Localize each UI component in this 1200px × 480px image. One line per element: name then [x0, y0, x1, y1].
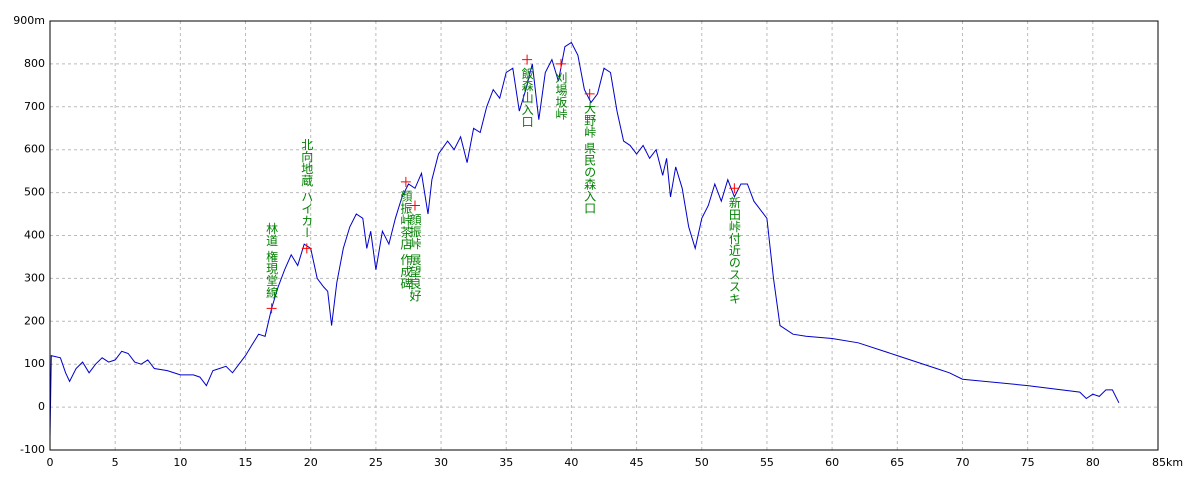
x-tick-label: 30 — [434, 456, 448, 469]
annotation-label: 顔振峠 展望良好 — [408, 212, 422, 302]
y-tick-label: 900m — [13, 14, 45, 27]
x-tick-label: 55 — [760, 456, 774, 469]
y-tick-label: 700 — [24, 100, 45, 113]
y-tick-label: 300 — [24, 271, 45, 284]
x-tick-label: 45 — [630, 456, 644, 469]
y-tick-label: 0 — [38, 400, 45, 413]
annotation-marker — [409, 200, 420, 211]
x-tick-label: 70 — [955, 456, 969, 469]
annotation-label: 飯森山入口 — [520, 66, 534, 127]
annotation-label: 北向地蔵 ハイカー — [300, 138, 314, 238]
y-tick-label: 200 — [24, 314, 45, 327]
y-tick-label: -100 — [20, 443, 45, 456]
annotation-marker — [555, 58, 566, 69]
annotation-marker — [729, 183, 740, 194]
y-tick-label: 100 — [24, 357, 45, 370]
annotation-marker — [522, 54, 533, 65]
y-tick-label: 400 — [24, 229, 45, 242]
annotation-label: 新田峠付近のススキ — [727, 195, 741, 304]
x-tick-label: 20 — [304, 456, 318, 469]
annotation-label: 大野峠 県民の森入口 — [583, 101, 597, 213]
x-tick-label: 80 — [1086, 456, 1100, 469]
y-tick-label: 600 — [24, 143, 45, 156]
x-tick-label: 5 — [112, 456, 119, 469]
x-tick-label: 65 — [890, 456, 904, 469]
x-tick-label: 40 — [564, 456, 578, 469]
x-tick-label: 85km — [1152, 456, 1183, 469]
annotation-label: 林道 権現堂線 — [265, 222, 279, 298]
plot-frame — [49, 20, 1159, 451]
annotation-label: 顔振峠茶店 作成碑 — [399, 188, 413, 289]
x-tick-label: 10 — [173, 456, 187, 469]
annotation-label: 刈場坂峠 — [554, 71, 568, 119]
annotation-marker — [301, 243, 312, 254]
x-tick-label: 50 — [695, 456, 709, 469]
annotation-marker — [266, 303, 277, 314]
x-tick-label: 75 — [1021, 456, 1035, 469]
x-tick-label: 60 — [825, 456, 839, 469]
x-tick-label: 0 — [47, 456, 54, 469]
x-tick-label: 15 — [239, 456, 253, 469]
y-tick-label: 500 — [24, 186, 45, 199]
annotation-marker — [584, 88, 595, 99]
x-tick-label: 25 — [369, 456, 383, 469]
x-tick-label: 35 — [499, 456, 513, 469]
y-tick-label: 800 — [24, 57, 45, 70]
annotation-marker — [400, 176, 411, 187]
